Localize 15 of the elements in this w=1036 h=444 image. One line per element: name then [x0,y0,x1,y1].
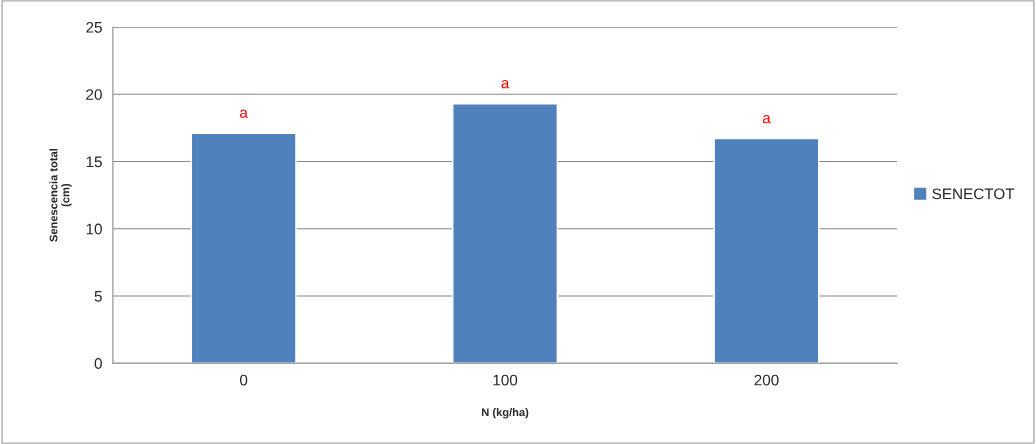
y-tick-label: 0 [94,358,102,369]
x-tick-label: 0 [239,374,248,386]
legend-label: SENECTOT [932,188,1015,200]
y-tick-label: 15 [86,156,102,168]
x-tick-label: 200 [754,374,779,386]
y-tick-label: 20 [86,89,102,100]
x-axis-title: N (kg/ha) [482,407,529,419]
annotation: a [762,114,771,124]
x-tick-label: 100 [493,374,518,386]
y-tick-label: 10 [86,223,102,235]
annotation: a [501,80,510,89]
annotation: a [240,109,248,118]
y-axis-title: Senescencia total (cm) [49,148,72,242]
y-tick-label: 5 [94,291,102,302]
y-tick-label: 25 [86,21,102,33]
